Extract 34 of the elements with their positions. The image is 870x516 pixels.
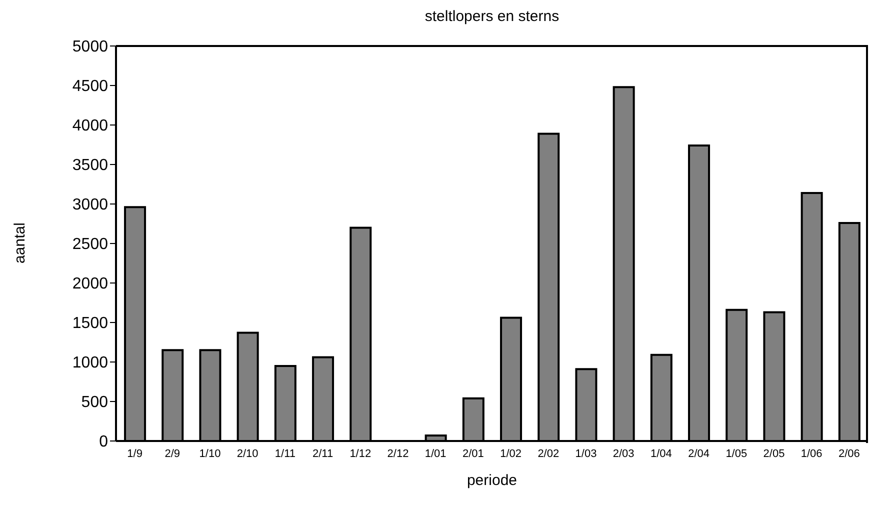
x-tick-label: 2/04 <box>688 448 710 460</box>
x-tick-label: 2/01 <box>462 448 484 460</box>
x-tick-label: 2/06 <box>838 448 860 460</box>
y-tick-label: 1000 <box>72 354 108 372</box>
y-tick-label: 500 <box>81 394 108 412</box>
x-tick-label: 1/05 <box>726 448 748 460</box>
y-axis-title: aantal <box>12 222 28 264</box>
chart-title: steltlopers en sterns <box>424 8 560 25</box>
y-tick-label: 3000 <box>72 196 108 214</box>
y-tick-label: 2500 <box>72 236 108 254</box>
y-tick-label: 2000 <box>72 276 108 293</box>
y-tick-label: 5000 <box>72 38 108 56</box>
x-tick-label: 2/9 <box>164 448 180 460</box>
x-tick-label: 1/01 <box>424 448 446 460</box>
x-tick-label: 1/12 <box>350 448 372 460</box>
x-tick-label: 2/03 <box>612 448 634 460</box>
x-tick-label: 2/10 <box>236 448 258 460</box>
y-tick-label: 4500 <box>72 78 108 96</box>
x-tick-label: 1/06 <box>800 448 822 460</box>
x-tick-label: 1/11 <box>274 448 296 460</box>
y-tick-label: 3500 <box>72 157 108 174</box>
x-tick-label: 1/04 <box>650 448 672 460</box>
x-tick-label: 1/02 <box>500 448 522 460</box>
x-axis-title: periode <box>466 472 518 489</box>
y-tick-label: 4000 <box>72 118 108 135</box>
y-tick-label: 1500 <box>72 315 108 332</box>
x-tick-label: 2/05 <box>763 448 785 460</box>
x-tick-label: 1/03 <box>575 448 597 460</box>
x-tick-label: 2/12 <box>387 448 409 460</box>
x-tick-label: 2/11 <box>312 448 334 460</box>
y-tick-label: 0 <box>99 434 108 451</box>
x-tick-label: 1/9 <box>127 448 142 460</box>
x-tick-label: 1/10 <box>199 448 221 460</box>
x-tick-label: 2/02 <box>538 448 560 460</box>
